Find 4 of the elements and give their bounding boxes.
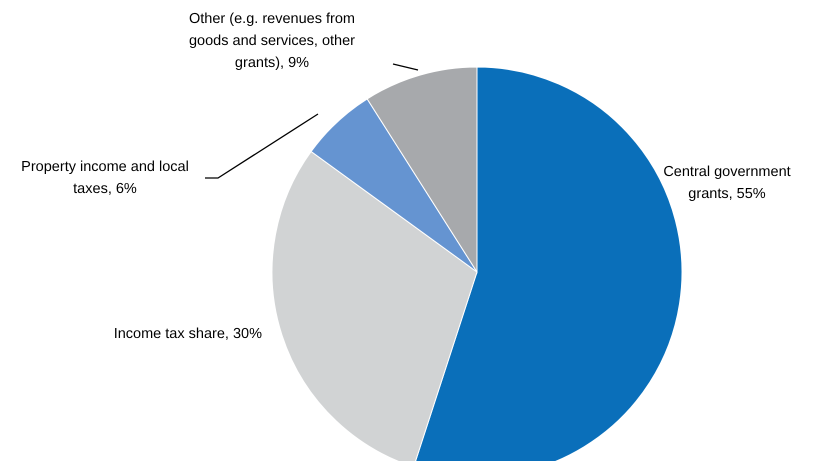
slice-label: Other (e.g. revenues from goods and services, other grants), 9% (188, 11, 356, 71)
slice-label: Income tax share, 30% (114, 326, 262, 342)
slice-label: Central government grants, 55% (663, 164, 791, 202)
slice-label: Property income and local taxes, 6% (21, 159, 189, 197)
